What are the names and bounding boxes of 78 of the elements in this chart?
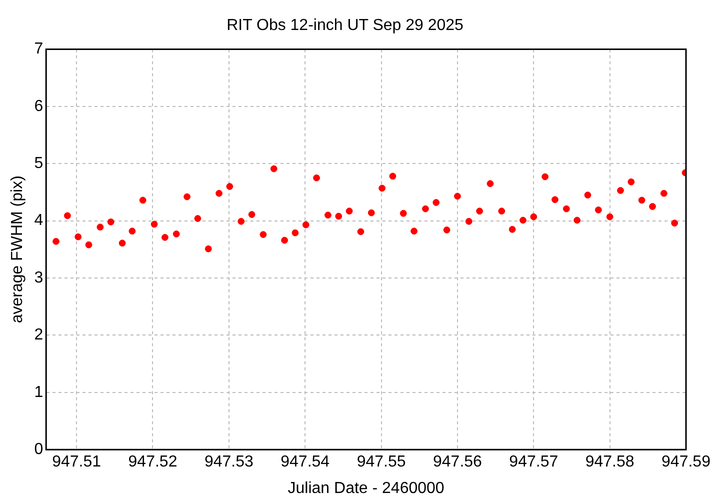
point: [96, 224, 104, 231]
point: [368, 209, 375, 216]
point: [260, 231, 267, 238]
point: [443, 226, 450, 234]
point: [660, 190, 668, 197]
y-axis-title: average FWHM (pix): [9, 176, 26, 324]
x-tick-label: 947.51: [52, 454, 102, 471]
point: [562, 205, 570, 212]
point: [454, 192, 461, 200]
point: [422, 205, 429, 212]
point: [238, 218, 245, 225]
point: [465, 218, 472, 225]
point: [476, 208, 484, 215]
point: [139, 196, 146, 204]
y-tick-label: 1: [34, 384, 44, 401]
y-tick-label: 7: [34, 40, 44, 58]
point: [552, 196, 558, 204]
point: [357, 228, 364, 236]
point: [584, 192, 592, 199]
point: [498, 208, 506, 215]
point: [486, 180, 494, 188]
x-tick-label: 947.52: [128, 454, 178, 471]
point: [204, 245, 212, 252]
y-tick-label: 0: [34, 441, 44, 458]
point: [520, 216, 526, 224]
point: [184, 193, 190, 200]
y-tick-label: 6: [34, 98, 44, 115]
point: [107, 218, 114, 226]
point: [410, 228, 418, 235]
point: [530, 213, 538, 220]
point: [324, 212, 332, 219]
point: [432, 199, 440, 206]
point: [172, 230, 180, 238]
point: [346, 208, 353, 215]
point: [638, 196, 646, 204]
y-tick-label: 3: [34, 269, 44, 286]
point: [194, 215, 202, 222]
chart-title: RIT Obs 12-inch UT Sep 29 2025: [226, 17, 464, 34]
point: [64, 212, 71, 220]
point: [617, 187, 624, 194]
point: [226, 183, 234, 190]
x-tick-label: 947.57: [509, 454, 558, 471]
point: [606, 213, 614, 220]
point: [508, 226, 516, 233]
point: [128, 228, 136, 235]
point: [302, 221, 310, 228]
point: [270, 165, 278, 172]
x-tick-label: 947.59: [662, 454, 711, 471]
x-tick-label: 947.54: [280, 454, 330, 471]
point: [216, 190, 222, 197]
point: [649, 203, 656, 210]
point: [313, 174, 320, 182]
y-tick-label: 2: [34, 326, 44, 344]
point: [118, 240, 126, 247]
point: [292, 229, 299, 236]
point: [671, 220, 678, 227]
point: [52, 238, 60, 245]
x-tick-label: 947.58: [585, 454, 634, 471]
y-tick-label: 4: [34, 212, 44, 230]
point: [574, 216, 581, 224]
point: [161, 234, 168, 241]
point: [594, 206, 602, 214]
point: [542, 173, 549, 180]
point: [378, 184, 386, 192]
point: [248, 211, 256, 218]
y-tick-label: 5: [34, 155, 44, 172]
point: [335, 212, 342, 220]
point: [281, 236, 288, 244]
point: [150, 220, 158, 228]
point: [389, 172, 396, 180]
x-tick-label: 947.53: [204, 454, 254, 471]
point: [74, 233, 82, 240]
x-axis-title: Julian Date - 2460000: [288, 480, 444, 497]
x-tick-label: 947.55: [356, 454, 406, 471]
point: [400, 210, 407, 217]
point: [628, 178, 635, 186]
point: [85, 241, 92, 248]
x-tick-label: 947.56: [432, 454, 482, 471]
